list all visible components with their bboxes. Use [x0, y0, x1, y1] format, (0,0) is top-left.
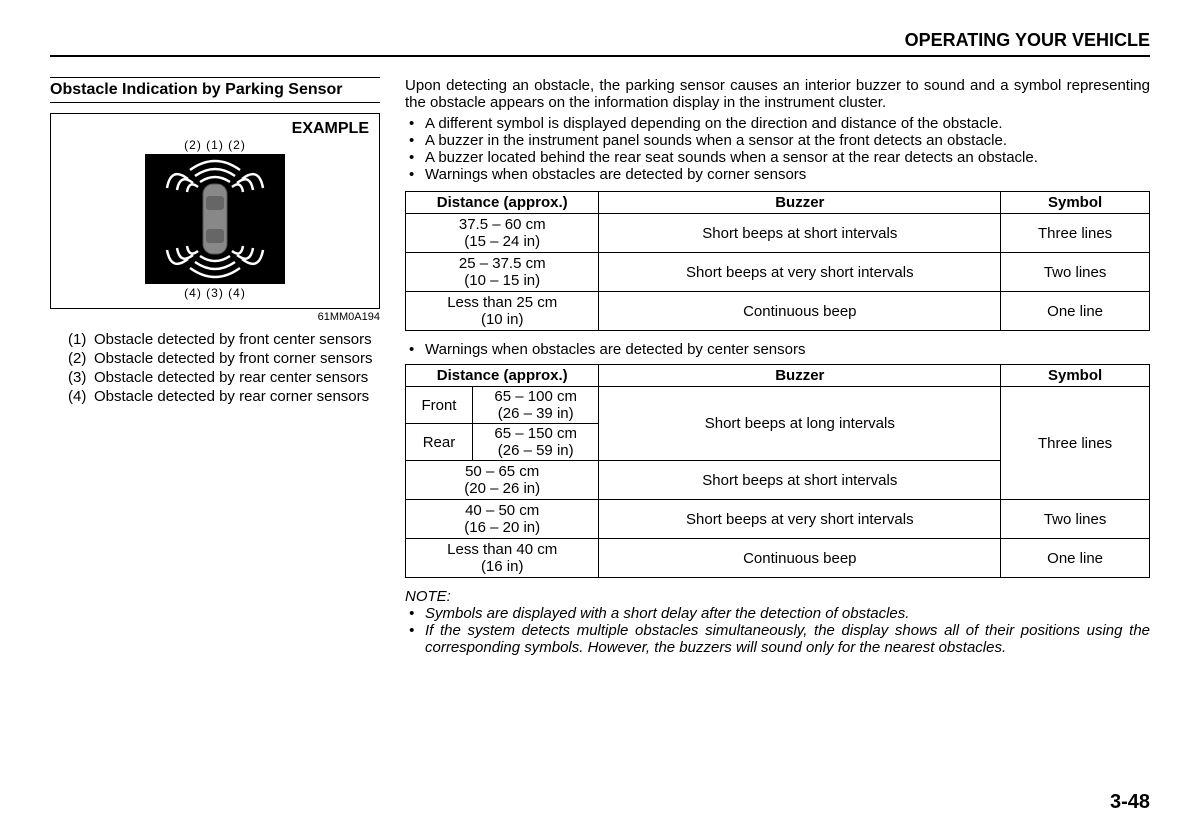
buzzer-cell: Short beeps at long intervals: [599, 387, 1001, 461]
table-row: Less than 40 cm(16 in) Continuous beep O…: [406, 539, 1150, 578]
table-row: 25 – 37.5 cm(10 – 15 in) Short beeps at …: [406, 253, 1150, 292]
table-header-row: Distance (approx.) Buzzer Symbol: [406, 365, 1150, 387]
legend-text: Obstacle detected by front corner sensor…: [94, 350, 380, 367]
center-sensor-table: Distance (approx.) Buzzer Symbol Front 6…: [405, 364, 1150, 578]
table-row: 40 – 50 cm(16 – 20 in) Short beeps at ve…: [406, 500, 1150, 539]
notes-list: Symbols are displayed with a short delay…: [405, 605, 1150, 656]
distance-cell: Less than 40 cm(16 in): [406, 539, 599, 578]
example-label: EXAMPLE: [61, 120, 369, 138]
table-row: Front 65 – 100 cm(26 – 39 in) Short beep…: [406, 387, 1150, 424]
symbol-cell: Two lines: [1001, 500, 1150, 539]
diagram-bottom-labels: (4) (3) (4): [184, 286, 246, 300]
buzzer-cell: Short beeps at short intervals: [599, 461, 1001, 500]
symbol-cell: Three lines: [1001, 387, 1150, 500]
symbol-cell: Two lines: [1001, 253, 1150, 292]
rear-label: Rear: [406, 424, 473, 461]
bullet-item: A different symbol is displayed dependin…: [419, 115, 1150, 132]
parking-sensor-diagram: [145, 154, 285, 284]
table-header: Buzzer: [599, 192, 1001, 214]
buzzer-cell: Continuous beep: [599, 539, 1001, 578]
distance-cell: 37.5 – 60 cm(15 – 24 in): [406, 214, 599, 253]
table-header: Symbol: [1001, 365, 1150, 387]
bullet-item: A buzzer located behind the rear seat so…: [419, 149, 1150, 166]
buzzer-cell: Continuous beep: [599, 292, 1001, 331]
distance-cell: Less than 25 cm(10 in): [406, 292, 599, 331]
page-header: OPERATING YOUR VEHICLE: [50, 30, 1150, 57]
header-title: OPERATING YOUR VEHICLE: [905, 30, 1150, 50]
diagram-top-labels: (2) (1) (2): [184, 138, 246, 152]
intro-bullets: A different symbol is displayed dependin…: [405, 115, 1150, 183]
legend-item: (2) Obstacle detected by front corner se…: [68, 350, 380, 367]
symbol-cell: One line: [1001, 539, 1150, 578]
bullet-item: A buzzer in the instrument panel sounds …: [419, 132, 1150, 149]
legend-item: (4) Obstacle detected by rear corner sen…: [68, 388, 380, 405]
legend-text: Obstacle detected by rear corner sensors: [94, 388, 380, 405]
table-header: Distance (approx.): [406, 365, 599, 387]
bullet-item: Warnings when obstacles are detected by …: [419, 341, 1150, 358]
image-code: 61MM0A194: [50, 311, 380, 323]
buzzer-cell: Short beeps at very short intervals: [599, 500, 1001, 539]
distance-cell: 40 – 50 cm(16 – 20 in): [406, 500, 599, 539]
table-row: Less than 25 cm(10 in) Continuous beep O…: [406, 292, 1150, 331]
note-item: Symbols are displayed with a short delay…: [419, 605, 1150, 622]
table-header: Buzzer: [599, 365, 1001, 387]
distance-cell: 50 – 65 cm(20 – 26 in): [406, 461, 599, 500]
symbol-cell: Three lines: [1001, 214, 1150, 253]
right-column: Upon detecting an obstacle, the parking …: [405, 77, 1150, 656]
table-header-row: Distance (approx.) Buzzer Symbol: [406, 192, 1150, 214]
table-row: 37.5 – 60 cm(15 – 24 in) Short beeps at …: [406, 214, 1150, 253]
distance-cell: 25 – 37.5 cm(10 – 15 in): [406, 253, 599, 292]
intro-paragraph: Upon detecting an obstacle, the parking …: [405, 77, 1150, 111]
legend-num: (2): [68, 350, 94, 367]
diagram-wrap: (2) (1) (2): [61, 138, 369, 300]
bullet-item: Warnings when obstacles are detected by …: [419, 166, 1150, 183]
note-label: NOTE:: [405, 588, 1150, 605]
legend-text: Obstacle detected by front center sensor…: [94, 331, 380, 348]
legend-text: Obstacle detected by rear center sensors: [94, 369, 380, 386]
legend-item: (1) Obstacle detected by front center se…: [68, 331, 380, 348]
content-columns: Obstacle Indication by Parking Sensor EX…: [50, 77, 1150, 656]
table-header: Symbol: [1001, 192, 1150, 214]
corner-sensor-table: Distance (approx.) Buzzer Symbol 37.5 – …: [405, 191, 1150, 331]
example-diagram-box: EXAMPLE (2) (1) (2): [50, 113, 380, 309]
distance-cell: 65 – 150 cm(26 – 59 in): [472, 424, 598, 461]
diagram-legend: (1) Obstacle detected by front center se…: [50, 331, 380, 405]
table-header: Distance (approx.): [406, 192, 599, 214]
legend-num: (4): [68, 388, 94, 405]
buzzer-cell: Short beeps at short intervals: [599, 214, 1001, 253]
page-number: 3-48: [1110, 791, 1150, 814]
legend-item: (3) Obstacle detected by rear center sen…: [68, 369, 380, 386]
distance-cell: 65 – 100 cm(26 – 39 in): [472, 387, 598, 424]
center-sensor-lead: Warnings when obstacles are detected by …: [405, 341, 1150, 358]
legend-num: (1): [68, 331, 94, 348]
left-column: Obstacle Indication by Parking Sensor EX…: [50, 77, 380, 656]
section-title: Obstacle Indication by Parking Sensor: [50, 77, 380, 103]
symbol-cell: One line: [1001, 292, 1150, 331]
note-item: If the system detects multiple obstacles…: [419, 622, 1150, 656]
legend-num: (3): [68, 369, 94, 386]
front-label: Front: [406, 387, 473, 424]
buzzer-cell: Short beeps at very short intervals: [599, 253, 1001, 292]
